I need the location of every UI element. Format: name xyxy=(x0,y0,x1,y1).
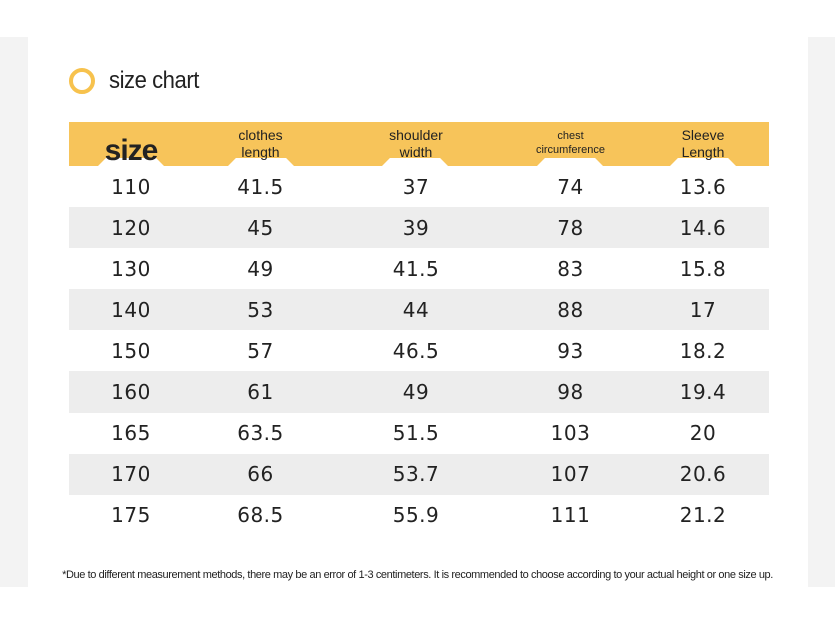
cell-sleeve-length: 18.2 xyxy=(679,338,727,363)
cell-sleeve-length: 20 xyxy=(689,421,717,446)
cell-chest-circumference: 103 xyxy=(550,421,591,446)
table-row: 110 41.5 37 74 13.6 xyxy=(69,166,769,207)
cell-shoulder-width: 44 xyxy=(402,297,430,322)
cell-shoulder-width: 46.5 xyxy=(392,338,440,363)
table-row: 165 63.5 51.5 103 20 xyxy=(69,413,769,454)
cell-chest-circumference: 74 xyxy=(557,174,584,199)
table-row: 150 57 46.5 93 18.2 xyxy=(69,330,769,371)
cell-clothes-length: 68.5 xyxy=(237,503,284,528)
cell-chest-circumference: 98 xyxy=(557,380,584,405)
cell-sleeve-length: 17 xyxy=(689,297,717,322)
footnote: *Due to different measurement methods, t… xyxy=(62,569,773,581)
cell-size: 150 xyxy=(111,338,151,363)
header-notch xyxy=(670,158,736,166)
cell-size: 160 xyxy=(111,380,151,405)
cell-chest-circumference: 88 xyxy=(557,297,584,322)
table-row: 140 53 44 88 17 xyxy=(69,289,769,331)
table-row: 170 66 53.7 107 20.6 xyxy=(69,453,769,495)
cell-size: 130 xyxy=(111,256,151,281)
header-label-line2: circumference xyxy=(535,144,606,156)
header-label-line1: shoulder xyxy=(389,126,443,143)
cell-chest-circumference: 78 xyxy=(557,215,584,240)
cell-chest-circumference: 107 xyxy=(550,462,591,487)
cell-clothes-length: 45 xyxy=(247,215,274,240)
cell-size: 110 xyxy=(111,174,151,199)
title-row: size chart xyxy=(69,64,207,98)
cell-sleeve-length: 15.8 xyxy=(679,256,727,281)
header-label-line1: clothes xyxy=(238,126,283,143)
cell-shoulder-width: 39 xyxy=(402,215,430,240)
cell-shoulder-width: 51.5 xyxy=(392,421,440,446)
cell-clothes-length: 66 xyxy=(247,462,274,487)
table-row: 120 45 39 78 14.6 xyxy=(69,207,769,249)
cell-clothes-length: 63.5 xyxy=(237,421,284,446)
header-label-line2: Length xyxy=(681,144,725,160)
cell-clothes-length: 53 xyxy=(247,297,274,322)
header-label-line2: length xyxy=(241,144,280,160)
cell-chest-circumference: 93 xyxy=(557,338,584,363)
table-header: size clothes length shoulder width chest… xyxy=(69,122,769,167)
header-sleeve-length: Sleeve Length xyxy=(637,122,769,166)
cell-sleeve-length: 14.6 xyxy=(679,215,727,240)
cell-clothes-length: 57 xyxy=(247,338,274,363)
header-notch xyxy=(98,158,164,166)
header-label-line2: width xyxy=(399,144,433,160)
cell-chest-circumference: 111 xyxy=(550,503,591,528)
cell-shoulder-width: 53.7 xyxy=(392,462,440,487)
cell-size: 140 xyxy=(111,297,151,322)
cell-size: 165 xyxy=(111,421,151,446)
cell-shoulder-width: 55.9 xyxy=(392,503,440,528)
table-row: 175 68.5 55.9 111 21.2 xyxy=(69,495,769,536)
cell-clothes-length: 61 xyxy=(247,380,274,405)
cell-size: 120 xyxy=(111,215,151,240)
header-notch xyxy=(537,158,603,166)
header-clothes-length: clothes length xyxy=(193,122,328,166)
table-row: 130 49 41.5 83 15.8 xyxy=(69,248,769,289)
page-title: size chart xyxy=(109,67,199,94)
right-margin-band xyxy=(808,37,835,587)
cell-sleeve-length: 21.2 xyxy=(679,503,727,528)
cell-sleeve-length: 13.6 xyxy=(679,174,727,199)
table-row: 160 61 49 98 19.4 xyxy=(69,371,769,413)
left-margin-band xyxy=(0,37,28,587)
cell-shoulder-width: 49 xyxy=(402,380,430,405)
cell-size: 170 xyxy=(111,462,151,487)
cell-shoulder-width: 37 xyxy=(402,174,430,199)
cell-shoulder-width: 41.5 xyxy=(392,256,440,281)
header-chest-circumference: chest circumference xyxy=(504,122,637,166)
cell-sleeve-length: 20.6 xyxy=(679,462,727,487)
size-table: size clothes length shoulder width chest… xyxy=(69,122,769,536)
header-size: size xyxy=(69,122,193,167)
cell-size: 175 xyxy=(111,503,151,528)
cell-chest-circumference: 83 xyxy=(557,256,584,281)
ring-icon xyxy=(69,68,95,94)
header-label-line1: chest xyxy=(557,130,584,143)
cell-sleeve-length: 19.4 xyxy=(679,380,727,405)
header-label-line1: Sleeve xyxy=(681,126,725,143)
header-notch xyxy=(228,158,294,166)
cell-clothes-length: 49 xyxy=(247,256,274,281)
header-size-label: size xyxy=(104,134,159,168)
header-notch xyxy=(382,158,448,166)
cell-clothes-length: 41.5 xyxy=(237,174,284,199)
header-shoulder-width: shoulder width xyxy=(328,122,504,166)
